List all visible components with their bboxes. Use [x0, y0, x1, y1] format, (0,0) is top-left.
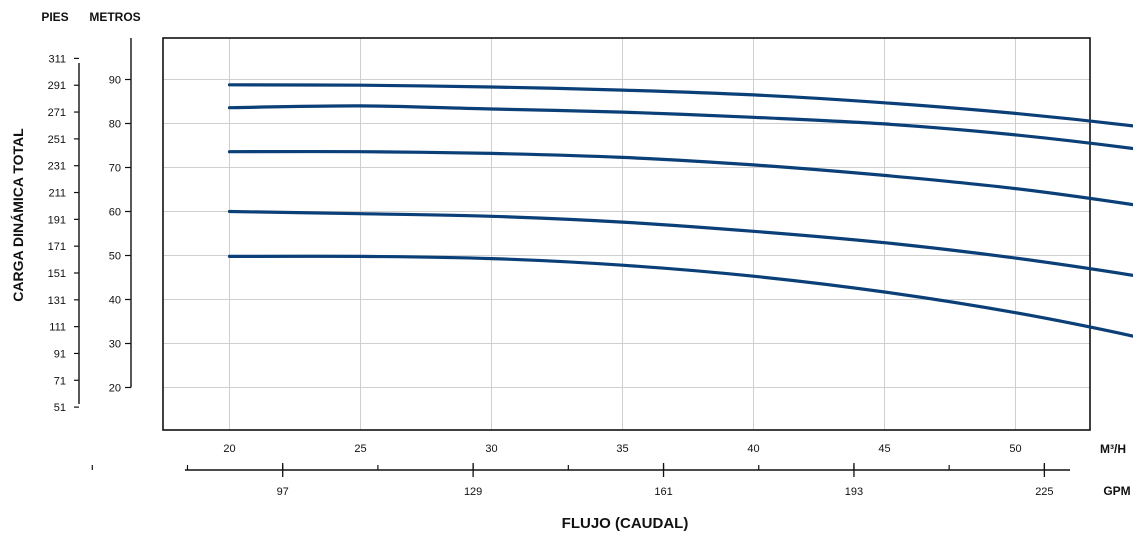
y-left-unit-label: PIES	[41, 10, 68, 24]
y-tick-label-feet: 91	[54, 348, 66, 360]
series-line-177mm	[227, 209, 1133, 277]
x-tick-label-gpm: 161	[654, 486, 672, 498]
series-line-166mm	[227, 254, 1133, 338]
x-unit-label-m3h: M³/H	[1100, 442, 1126, 456]
x-tick-label-m3h: 40	[747, 443, 759, 455]
y-tick-label-feet: 51	[54, 402, 66, 414]
y-tick-label-feet: 271	[48, 107, 66, 119]
y-tick-label-feet: 191	[48, 214, 66, 226]
y-tick-label-feet: 111	[49, 322, 66, 334]
y-tick-label-feet: 171	[48, 241, 66, 253]
y-tick-label-feet: 131	[48, 295, 66, 307]
series-line-189mm	[227, 149, 1133, 207]
y-tick-label-feet: 251	[48, 134, 66, 146]
y-tick-label-feet: 211	[48, 188, 66, 200]
x-tick-label-m3h: 30	[485, 443, 497, 455]
y-tick-label-meters: 70	[109, 163, 121, 175]
y-tick-label-meters: 40	[109, 295, 121, 307]
axes: 2025303540455055606570758020304050607080…	[48, 38, 1070, 498]
y-tick-label-feet: 291	[48, 80, 66, 92]
y-right-unit-label: METROS	[89, 10, 140, 24]
series-line-212mm	[227, 83, 1133, 128]
y-tick-label-feet: 231	[48, 161, 66, 173]
y-tick-label-meters: 50	[109, 251, 121, 263]
x-tick-label-gpm: 193	[845, 486, 863, 498]
grid	[163, 38, 1090, 430]
y-tick-label-meters: 60	[109, 207, 121, 219]
x-tick-label-m3h: 45	[878, 443, 890, 455]
x-tick-label-gpm: 225	[1035, 486, 1053, 498]
x-tick-label-m3h: 25	[354, 443, 366, 455]
y-axis-title: CARGA DINÁMICA TOTAL	[10, 128, 26, 302]
y-tick-label-feet: 151	[48, 268, 66, 280]
series-layer: 212 mm201 mm189 mm177 mm166 mm	[227, 83, 1133, 338]
y-tick-label-meters: 20	[109, 383, 121, 395]
x-tick-label-gpm: 129	[464, 486, 482, 498]
y-tick-label-feet: 71	[54, 375, 66, 387]
series-line-201mm	[227, 104, 1133, 151]
x-unit-label-gpm: GPM	[1103, 484, 1130, 498]
plot-frame	[162, 37, 1091, 431]
y-tick-label-feet: 311	[48, 53, 66, 65]
x-tick-label-m3h: 35	[616, 443, 628, 455]
x-tick-label-m3h: 50	[1009, 443, 1021, 455]
x-tick-label-gpm: 97	[277, 486, 289, 498]
x-axis-title: FLUJO (CAUDAL)	[562, 515, 689, 532]
y-tick-label-meters: 90	[109, 75, 121, 87]
y-tick-label-meters: 80	[109, 119, 121, 131]
y-tick-label-meters: 30	[109, 339, 121, 351]
x-tick-label-m3h: 20	[223, 443, 235, 455]
